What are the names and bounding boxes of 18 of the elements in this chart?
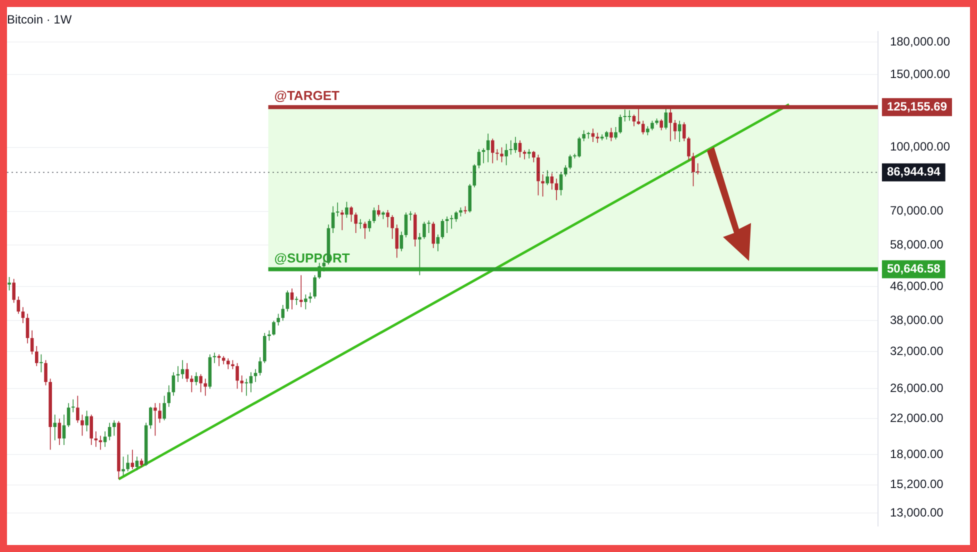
y-tick-label: 180,000.00 (890, 34, 950, 48)
y-tick-label: 150,000.00 (890, 67, 950, 82)
chart-title: Bitcoin · 1W (7, 12, 72, 27)
ref-line-label: 125,155.69 (886, 99, 948, 114)
y-tick-label: 100,000.00 (890, 140, 950, 154)
y-tick-label: 70,000.00 (890, 204, 944, 218)
y-tick-label: 18,000.00 (890, 446, 944, 461)
annotation: @TARGET (274, 88, 340, 104)
y-tick-label: 13,000.00 (890, 505, 944, 520)
y-tick-label: 15,200.00 (890, 477, 944, 492)
y-tick-label: 58,000.00 (890, 237, 944, 252)
ref-line-label: 50,646.58 (886, 262, 941, 276)
y-tick-label: 38,000.00 (890, 313, 944, 328)
ref-line-label: 86,944.94 (886, 164, 941, 179)
y-tick-label: 26,000.00 (890, 381, 944, 396)
y-tick-label: 46,000.00 (890, 278, 944, 293)
y-tick-label: 32,000.00 (890, 344, 944, 358)
y-tick-label: 22,000.00 (890, 410, 944, 425)
